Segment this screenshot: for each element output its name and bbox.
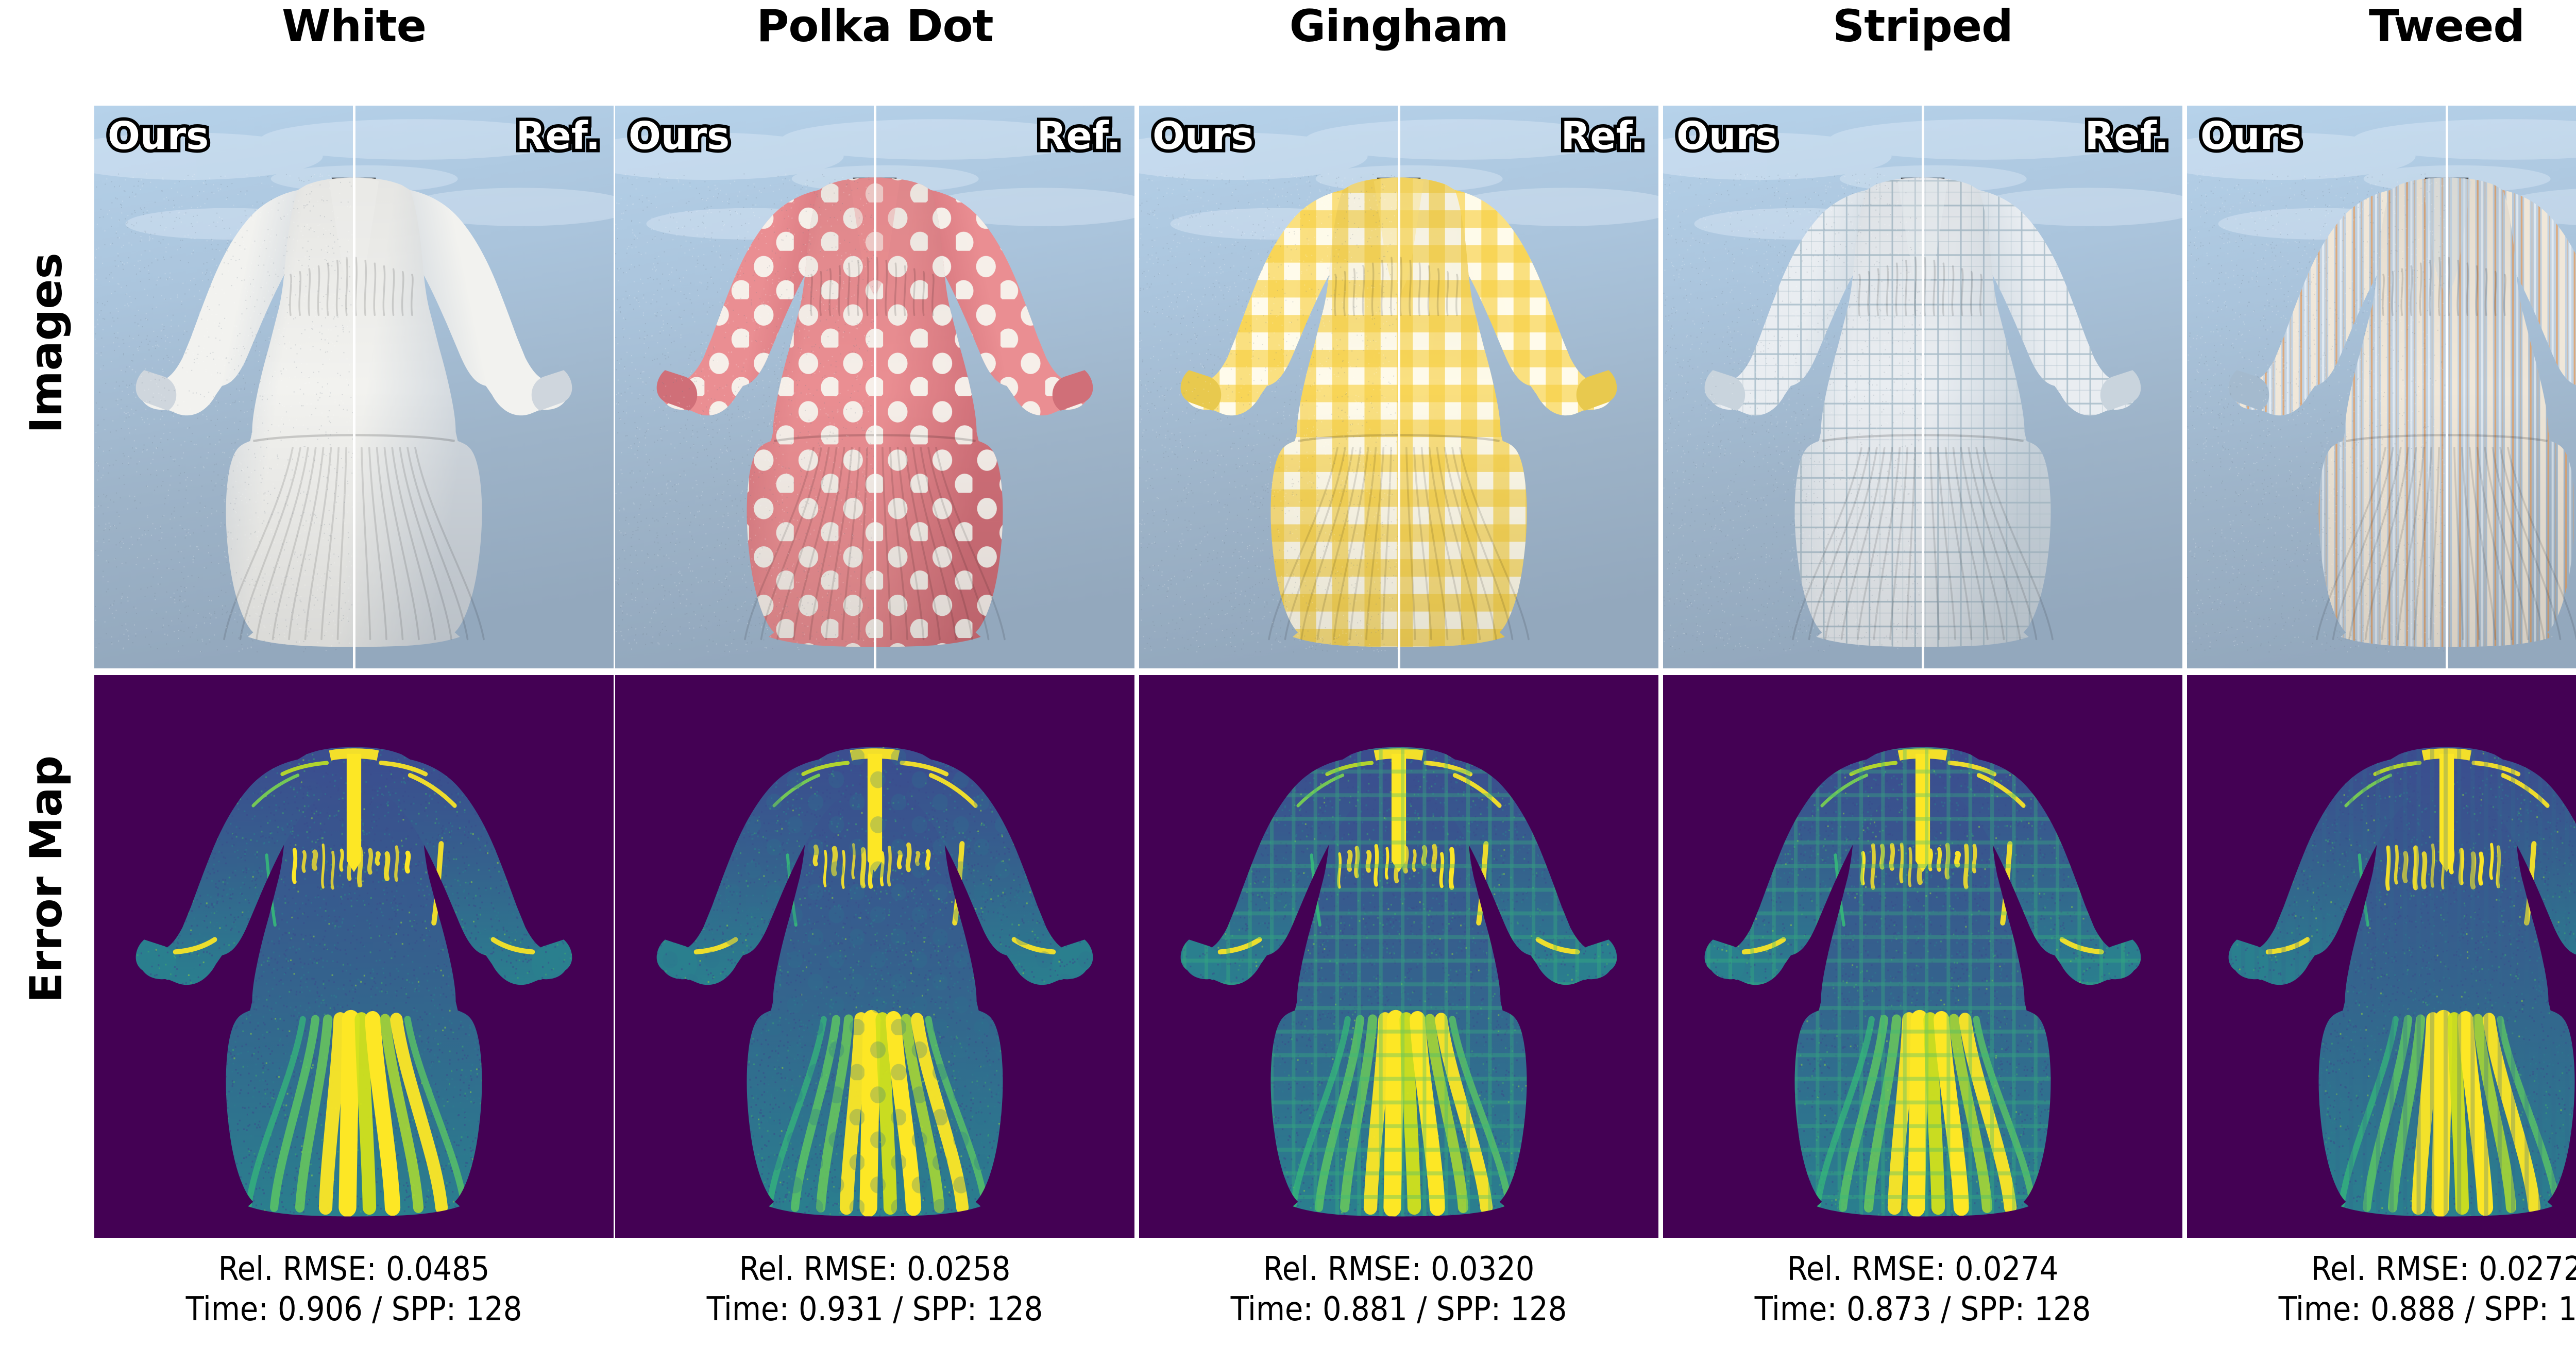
reference-label: Ref.	[2081, 114, 2172, 159]
rel-rmse-text: Rel. RMSE: 0.0258	[595, 1249, 1155, 1289]
error-map-render	[1663, 675, 2182, 1238]
column-title-polka-dot: Polka Dot	[615, 4, 1134, 48]
ours-label: Ours	[2197, 114, 2304, 159]
column-title-white: White	[94, 4, 614, 48]
column-title-tweed: Tweed	[2187, 4, 2576, 48]
reference-label: Ref.	[1557, 114, 1648, 159]
metrics-caption: Rel. RMSE: 0.0258 Time: 0.931 / SPP: 128	[595, 1249, 1155, 1330]
image-panel-striped: Ours Ref.	[1663, 106, 2182, 668]
reference-label: Ref.	[1033, 114, 1124, 159]
ours-label: Ours	[625, 114, 733, 159]
dress-render	[1663, 106, 2182, 668]
image-panel-white: Ours Ref.	[94, 106, 614, 668]
error-map-render	[94, 675, 614, 1238]
rel-rmse-text: Rel. RMSE: 0.0320	[1118, 1249, 1679, 1289]
split-divider	[1922, 106, 1924, 668]
metrics-caption: Rel. RMSE: 0.0320 Time: 0.881 / SPP: 128	[1118, 1249, 1679, 1330]
rel-rmse-text: Rel. RMSE: 0.0274	[1642, 1249, 2203, 1289]
column-title-gingham: Gingham	[1139, 4, 1658, 48]
time-spp-text: Time: 0.881 / SPP: 128	[1118, 1289, 1679, 1330]
rel-rmse-text: Rel. RMSE: 0.0272	[2166, 1249, 2576, 1289]
split-divider	[2446, 106, 2448, 668]
error-map-render	[615, 675, 1134, 1238]
time-spp-text: Time: 0.931 / SPP: 128	[595, 1289, 1155, 1330]
ours-label: Ours	[1673, 114, 1781, 159]
time-spp-text: Time: 0.873 / SPP: 128	[1642, 1289, 2203, 1330]
ours-label: Ours	[1149, 114, 1257, 159]
reference-label: Ref.	[513, 114, 603, 159]
error-map-render	[1139, 675, 1658, 1238]
error-map-panel-polka-dot	[615, 675, 1134, 1238]
rel-rmse-text: Rel. RMSE: 0.0485	[74, 1249, 634, 1289]
time-spp-text: Time: 0.906 / SPP: 128	[74, 1289, 634, 1330]
error-map-panel-tweed	[2187, 675, 2576, 1238]
image-panel-gingham: Ours Ref.	[1139, 106, 1658, 668]
metrics-caption: Rel. RMSE: 0.0274 Time: 0.873 / SPP: 128	[1642, 1249, 2203, 1330]
error-map-panel-white	[94, 675, 614, 1238]
dress-render	[2187, 106, 2576, 668]
split-divider	[1398, 106, 1400, 668]
error-map-panel-striped	[1663, 675, 2182, 1238]
time-spp-text: Time: 0.888 / SPP: 128	[2166, 1289, 2576, 1330]
split-divider	[874, 106, 876, 668]
row-label-error-map: Error Map	[21, 755, 72, 1003]
split-divider	[353, 106, 355, 668]
row-label-images: Images	[21, 253, 72, 433]
ours-label: Ours	[104, 114, 212, 159]
metrics-caption: Rel. RMSE: 0.0485 Time: 0.906 / SPP: 128	[74, 1249, 634, 1330]
error-map-render	[2187, 675, 2576, 1238]
image-panel-polka-dot: Ours Ref.	[615, 106, 1134, 668]
error-map-panel-gingham	[1139, 675, 1658, 1238]
column-title-striped: Striped	[1663, 4, 2182, 48]
